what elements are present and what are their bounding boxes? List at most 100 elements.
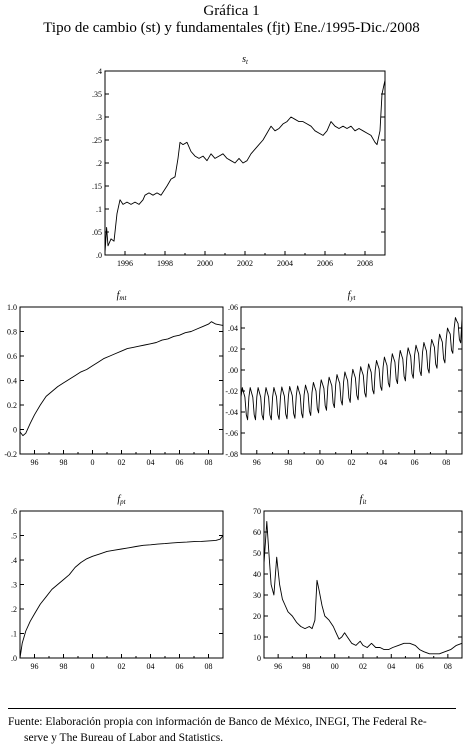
- series-line-fit: [263, 521, 463, 655]
- x-tick-label: 0: [91, 662, 95, 671]
- x-tick-label: 06: [176, 458, 184, 467]
- y-tick-label: .0: [96, 251, 102, 260]
- y-tick-label: 20: [253, 612, 261, 621]
- chart-title-main: f: [117, 290, 121, 301]
- y-tick-label: .2: [96, 159, 102, 168]
- series-line-fyt: [240, 317, 463, 421]
- source-divider: [8, 708, 456, 709]
- y-tick-label: 0.2: [7, 401, 17, 410]
- x-tick-label: 02: [359, 662, 367, 671]
- series-line-fpt: [19, 535, 224, 659]
- x-tick-label: 02: [348, 458, 356, 467]
- x-tick-label: 06: [411, 458, 419, 467]
- x-tick-label: 98: [302, 662, 310, 671]
- x-tick-label: 06: [176, 662, 184, 671]
- chart-title-fyt: fyt: [348, 290, 357, 302]
- y-tick-label: -.08: [225, 450, 238, 459]
- figure-number: Gráfica 1: [203, 3, 260, 19]
- y-tick-label: .5: [11, 532, 17, 541]
- x-tick-label: 08: [442, 458, 450, 467]
- x-tick-label: 96: [274, 662, 282, 671]
- y-tick-label: 0.4: [7, 377, 17, 386]
- x-tick-label: 0: [91, 458, 95, 467]
- chart-title-fpt: fpt: [117, 494, 126, 506]
- y-tick-label: 30: [253, 591, 261, 600]
- y-tick-label: 0: [257, 654, 261, 663]
- source-line-1: Fuente: Elaboración propia con informaci…: [8, 716, 427, 728]
- series-line-st: [104, 80, 386, 253]
- chart-title-sub: yt: [349, 294, 356, 302]
- chart-fmt: fmt -0.2 0 0.2 0.4 0.6 0.8 1.0 96 98 0 02 04 06 08: [4, 290, 224, 467]
- x-tick-label: 98: [60, 662, 68, 671]
- chart-st: st .0 .05 .1 .15 .2 .25 .3 .35 .4 1996 1998 2000 2002…: [92, 54, 386, 268]
- y-tick-label: -0.2: [4, 450, 17, 459]
- x-tick-label: 98: [60, 458, 68, 467]
- y-tick-label: .04: [228, 324, 238, 333]
- series-line-fmt: [19, 321, 224, 437]
- x-tick-label: 04: [147, 458, 155, 467]
- y-tick-label: .6: [11, 507, 17, 516]
- chart-fit: fit 0 10 20 30 40 50 60 70 96 98 00 02 04 06 08: [253, 494, 463, 671]
- plot-frame-fmt: [19, 306, 224, 455]
- y-tick-label: 40: [253, 570, 261, 579]
- figure-title: Tipo de cambio (st) y fundamentales (fjt…: [0, 20, 463, 37]
- x-tick-label: 96: [31, 458, 39, 467]
- x-tick-label: 04: [379, 458, 387, 467]
- x-tick-label: 96: [31, 662, 39, 671]
- x-tick-label: 1998: [157, 259, 173, 268]
- y-tick-label: 0.8: [7, 328, 17, 337]
- y-tick-label: .00: [228, 366, 238, 375]
- x-tick-label: 08: [444, 662, 452, 671]
- chart-title-sub: pt: [119, 498, 127, 506]
- y-tick-label: .1: [11, 630, 17, 639]
- chart-title-fmt: fmt: [117, 290, 128, 302]
- chart-title-st: st: [242, 54, 249, 66]
- y-tick-label: 50: [253, 549, 261, 558]
- chart-title-fit: fit: [360, 494, 368, 506]
- chart-fpt: fpt .0 .1 .2 .3 .4 .5 .6 96 98 0 02 04 06 08: [11, 494, 224, 671]
- y-tick-label: 0.6: [7, 352, 17, 361]
- x-tick-label: 2004: [277, 259, 293, 268]
- chart-title-main: f: [348, 290, 352, 301]
- x-tick-label: 04: [147, 662, 155, 671]
- plot-frame-st: [104, 70, 386, 256]
- x-tick-label: 08: [205, 662, 213, 671]
- y-tick-label: .35: [92, 90, 102, 99]
- y-tick-label: .3: [11, 581, 17, 590]
- y-tick-label: 1.0: [7, 303, 17, 312]
- y-tick-label: 10: [253, 633, 261, 642]
- x-tick-label: 06: [416, 662, 424, 671]
- plot-frame-fpt: [19, 510, 224, 659]
- chart-title-main: f: [360, 494, 364, 505]
- y-tick-label: 70: [253, 507, 261, 516]
- chart-title-main: s: [242, 54, 246, 65]
- x-tick-label: 2000: [197, 259, 213, 268]
- y-tick-label: .4: [96, 67, 102, 76]
- y-tick-label: .05: [92, 228, 102, 237]
- y-tick-label: -.02: [225, 387, 238, 396]
- x-tick-label: 96: [253, 458, 261, 467]
- y-tick-label: .02: [228, 345, 238, 354]
- x-tick-label: 2006: [317, 259, 333, 268]
- y-tick-label: .3: [96, 113, 102, 122]
- source-line-2: serve y The Bureau of Labor and Statisti…: [24, 732, 224, 744]
- y-tick-label: .4: [11, 556, 17, 565]
- chart-title-sub: it: [362, 498, 367, 506]
- x-tick-label: 08: [205, 458, 213, 467]
- source-note: Fuente: Elaboración propia con informaci…: [8, 714, 460, 746]
- x-tick-label: 98: [284, 458, 292, 467]
- y-tick-label: -.06: [225, 429, 238, 438]
- chart-fyt: fyt -.08 -.06 -.04 -.02 .00 .02 .04 .06 96 98 00 02 0…: [225, 290, 463, 467]
- figure-title-text: Tipo de cambio (st) y fundamentales (fjt…: [43, 20, 420, 36]
- x-tick-label: 1996: [117, 259, 133, 268]
- y-tick-label: .1: [96, 205, 102, 214]
- y-tick-label: .06: [228, 303, 238, 312]
- y-tick-label: .25: [92, 136, 102, 145]
- chart-title-sub: t: [246, 58, 249, 66]
- x-tick-label: 00: [316, 458, 324, 467]
- x-tick-label: 00: [331, 662, 339, 671]
- y-tick-label: .0: [11, 654, 17, 663]
- chart-title-main: f: [117, 494, 121, 505]
- chart-title-sub: mt: [119, 294, 127, 302]
